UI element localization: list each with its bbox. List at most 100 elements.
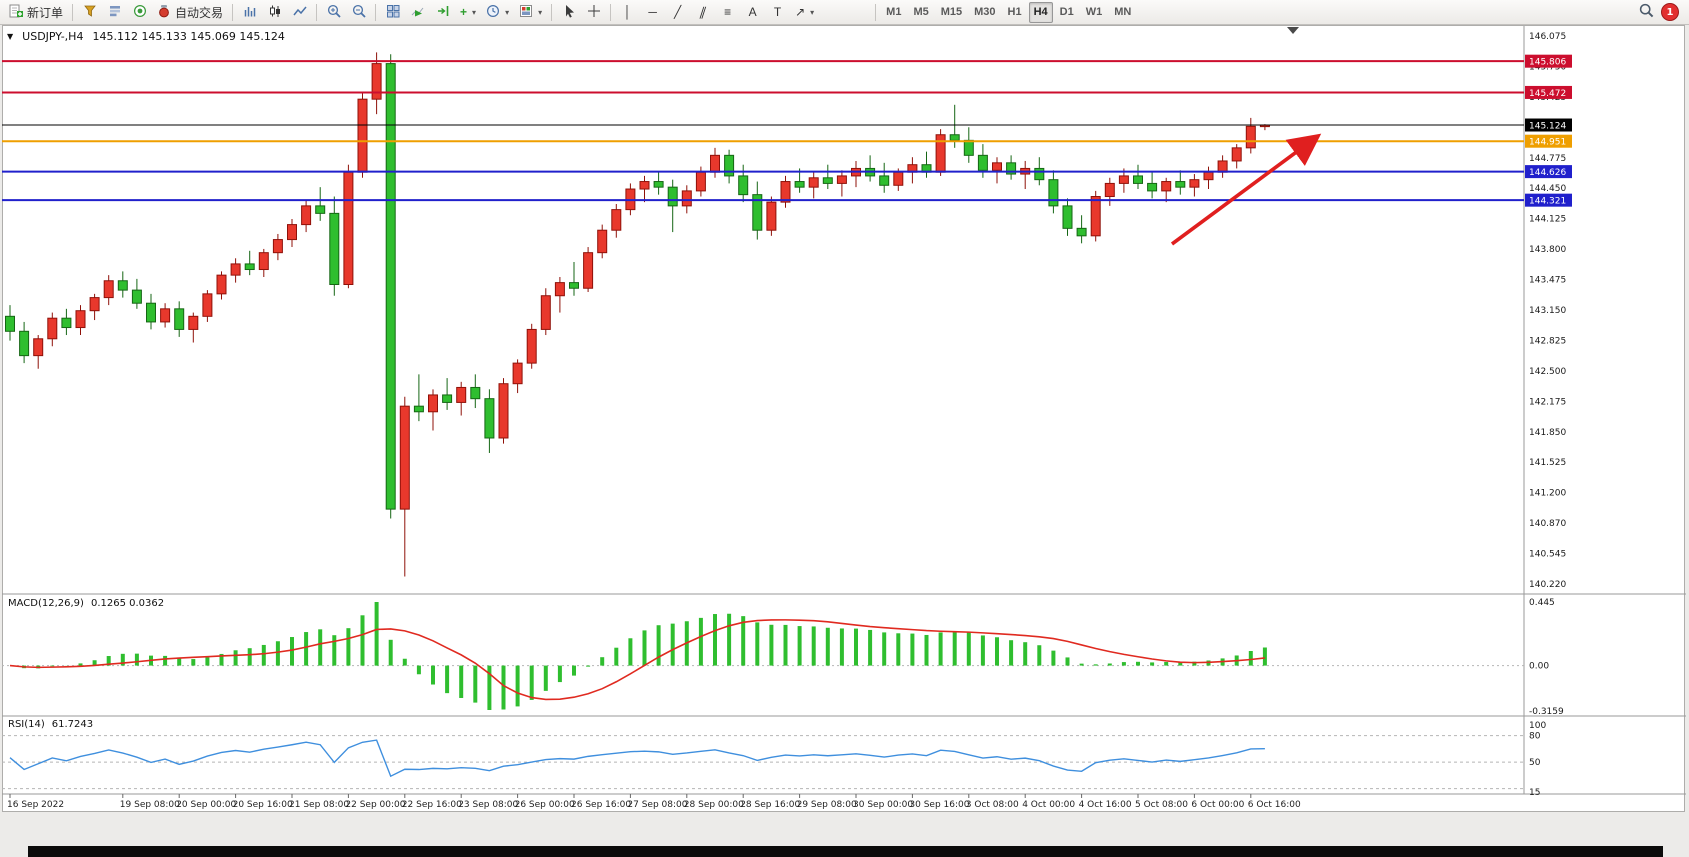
timeframe-h4[interactable]: H4 (1028, 1, 1053, 23)
market-depth-button[interactable] (103, 2, 126, 23)
chart-symbol-period: USDJPY-,H4 (22, 30, 84, 43)
chart-list-button[interactable] (78, 2, 101, 23)
new-order-icon (9, 4, 23, 21)
svg-text:144.951: 144.951 (1529, 138, 1566, 148)
price-axis[interactable]: 146.075145.750145.425145.100144.775144.4… (1529, 32, 1566, 590)
svg-text:26 Sep 16:00: 26 Sep 16:00 (571, 800, 631, 810)
svg-text:20 Sep 16:00: 20 Sep 16:00 (233, 800, 293, 810)
price-tag (1525, 165, 1572, 179)
svg-text:5 Oct 08:00: 5 Oct 08:00 (1135, 800, 1188, 810)
tile-windows-icon (386, 4, 400, 21)
autotrading-button[interactable]: 自动交易 (153, 2, 227, 23)
svg-text:-0.3159: -0.3159 (1529, 707, 1564, 717)
text-label-icon: T (773, 5, 782, 19)
svg-text:22 Sep 00:00: 22 Sep 00:00 (345, 800, 405, 810)
text-label-tool[interactable]: T (766, 2, 789, 23)
cursor-icon (562, 4, 576, 21)
toolbar-separator (72, 3, 74, 21)
auto-scroll-button[interactable] (406, 2, 429, 23)
svg-text:16 Sep 2022: 16 Sep 2022 (7, 800, 64, 810)
svg-text:146.075: 146.075 (1529, 32, 1566, 42)
vertical-line-icon: │ (623, 5, 632, 19)
zoom-in-button[interactable] (322, 2, 345, 23)
toolbar-separator (551, 3, 553, 21)
macd-indicator: 0.445 0.00 -0.3159 (2, 598, 1564, 717)
alerts-button[interactable] (128, 2, 151, 23)
chart-ohlc-values: 145.112 145.133 145.069 145.124 (92, 30, 285, 43)
timeframe-m1[interactable]: M1 (881, 2, 906, 23)
svg-text:140.220: 140.220 (1529, 580, 1566, 590)
timeframe-m30[interactable]: M30 (969, 2, 1000, 23)
rsi-name: RSI(14) (8, 719, 45, 730)
fibonacci-tool[interactable]: ≡ (716, 2, 739, 23)
trend-arrow-annotation[interactable] (1170, 133, 1322, 246)
notification-badge[interactable]: 1 (1661, 3, 1679, 21)
autotrading-icon (157, 4, 171, 21)
crosshair-button[interactable] (582, 2, 605, 23)
timeframe-m15[interactable]: M15 (936, 2, 967, 23)
svg-text:140.545: 140.545 (1529, 550, 1566, 560)
price-tag (1525, 134, 1572, 148)
bar-chart-button[interactable] (238, 2, 261, 23)
periods-button[interactable]: ▾ (482, 2, 513, 23)
arrows-tool[interactable]: ↗ ▾ (791, 2, 818, 23)
chevron-down-icon: ▾ (505, 7, 510, 17)
price-tag (1525, 54, 1572, 68)
toolbar-separator (375, 3, 377, 21)
candlestick-button[interactable] (263, 2, 286, 23)
trendline-tool[interactable]: ╱ (666, 2, 689, 23)
channel-tool[interactable]: ∥ (691, 2, 714, 23)
horizontal-line-tool[interactable]: ─ (641, 2, 664, 23)
svg-text:80: 80 (1529, 732, 1541, 742)
template-icon (519, 4, 533, 21)
cursor-button[interactable] (557, 2, 580, 23)
zoom-in-icon (327, 4, 341, 21)
chart-shift-marker[interactable] (1287, 27, 1299, 34)
svg-text:145.124: 145.124 (1529, 122, 1566, 132)
svg-text:26 Sep 00:00: 26 Sep 00:00 (515, 800, 575, 810)
chart-shift-button[interactable] (431, 2, 454, 23)
svg-text:142.500: 142.500 (1529, 367, 1566, 377)
rsi-label: RSI(14) 61.7243 (8, 719, 93, 730)
svg-text:50: 50 (1529, 758, 1541, 768)
trendline-icon: ╱ (673, 5, 682, 19)
collapse-chart-icon[interactable]: ▼ (7, 32, 14, 41)
toolbar-separator (316, 3, 318, 21)
timeframe-w1[interactable]: W1 (1081, 2, 1108, 23)
candlestick-series (5, 52, 1270, 577)
vertical-line-tool[interactable]: │ (616, 2, 639, 23)
svg-text:0.00: 0.00 (1529, 662, 1549, 672)
text-tool[interactable]: A (741, 2, 764, 23)
chevron-down-icon: ▾ (810, 7, 815, 17)
svg-text:143.150: 143.150 (1529, 306, 1566, 316)
add-indicator-icon: + (460, 5, 468, 19)
text-icon: A (748, 5, 757, 19)
macd-label: MACD(12,26,9) 0.1265 0.0362 (8, 598, 164, 609)
svg-text:15: 15 (1529, 788, 1540, 798)
bar-chart-icon (243, 4, 257, 21)
line-chart-button[interactable] (288, 2, 311, 23)
chevron-down-icon: ▾ (538, 7, 543, 17)
svg-text:144.626: 144.626 (1529, 168, 1566, 178)
chart-shift-icon (436, 4, 450, 21)
chart-window[interactable] (2, 25, 1685, 812)
timeframe-d1[interactable]: D1 (1055, 2, 1079, 23)
timeframe-mn[interactable]: MN (1109, 2, 1136, 23)
new-order-button[interactable]: 新订单 (5, 2, 67, 23)
indicators-button[interactable]: + ▾ (456, 2, 480, 23)
svg-text:6 Oct 00:00: 6 Oct 00:00 (1191, 800, 1244, 810)
zoom-out-button[interactable] (347, 2, 370, 23)
svg-text:28 Sep 16:00: 28 Sep 16:00 (740, 800, 800, 810)
timeframe-h1[interactable]: H1 (1003, 2, 1027, 23)
timeframe-m5[interactable]: M5 (908, 2, 933, 23)
templates-button[interactable]: ▾ (515, 2, 546, 23)
new-order-label: 新订单 (27, 5, 64, 20)
tile-windows-button[interactable] (381, 2, 404, 23)
search-button[interactable] (1635, 2, 1658, 23)
auto-scroll-icon (411, 4, 425, 21)
candlestick-icon (268, 4, 282, 21)
svg-text:143.475: 143.475 (1529, 276, 1566, 286)
